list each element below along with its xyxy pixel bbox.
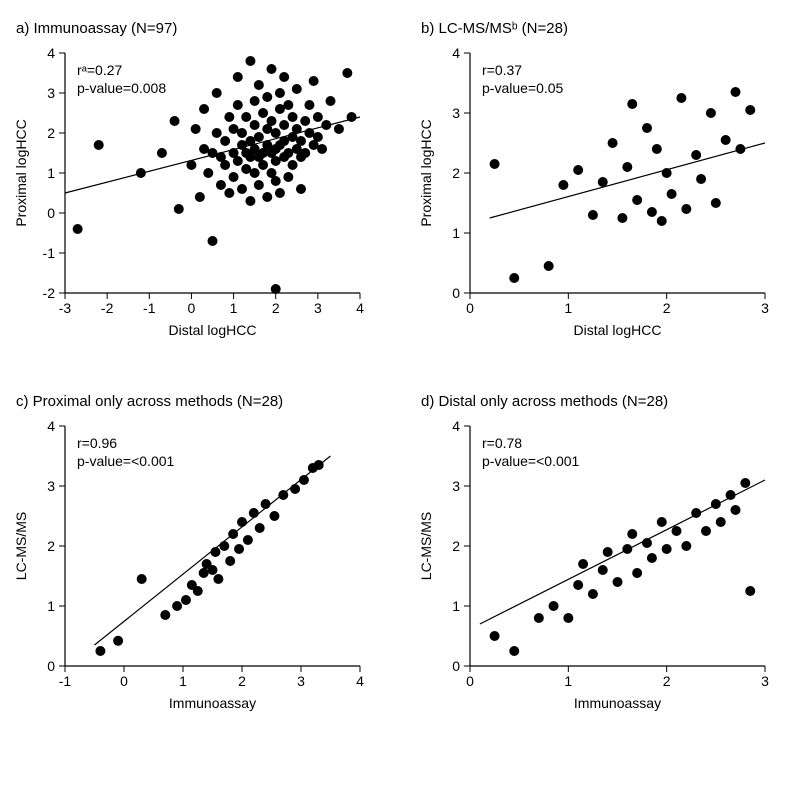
- panel-c-title: c) Proximal only across methods (N=28): [16, 393, 385, 410]
- panel-d-title: d) Distal only across methods (N=28): [421, 393, 790, 410]
- svg-text:3: 3: [47, 85, 55, 101]
- svg-text:1: 1: [47, 165, 55, 181]
- svg-text:rᵃ=0.27: rᵃ=0.27: [77, 62, 123, 78]
- panel-a-chart: -3-2-101234-2-101234Distal logHCCProxima…: [10, 43, 385, 343]
- svg-text:Distal logHCC: Distal logHCC: [574, 322, 662, 338]
- svg-text:p-value=<0.001: p-value=<0.001: [77, 453, 175, 469]
- svg-text:p-value=0.05: p-value=0.05: [482, 80, 564, 96]
- svg-text:2: 2: [663, 673, 671, 689]
- svg-text:4: 4: [452, 418, 460, 434]
- svg-text:p-value=<0.001: p-value=<0.001: [482, 453, 580, 469]
- svg-text:2: 2: [452, 165, 460, 181]
- svg-text:1: 1: [179, 673, 187, 689]
- svg-text:0: 0: [466, 300, 474, 316]
- svg-text:p-value=0.008: p-value=0.008: [77, 80, 166, 96]
- svg-text:3: 3: [47, 478, 55, 494]
- panel-a: a) Immunoassay (N=97) -3-2-101234-2-1012…: [10, 20, 385, 343]
- svg-text:0: 0: [47, 205, 55, 221]
- svg-text:-1: -1: [143, 300, 156, 316]
- panel-d: d) Distal only across methods (N=28) 0 1 2…: [415, 393, 790, 716]
- svg-text:4: 4: [47, 45, 55, 61]
- svg-text:-1: -1: [59, 673, 72, 689]
- svg-text:2: 2: [47, 125, 55, 141]
- svg-text:-3: -3: [59, 300, 72, 316]
- svg-text:LC-MS/MS: LC-MS/MS: [13, 512, 29, 580]
- figure-grid: a) Immunoassay (N=97) -3-2-101234-2-1012…: [10, 20, 790, 716]
- svg-text:-2: -2: [101, 300, 114, 316]
- svg-text:r=0.37: r=0.37: [482, 62, 522, 78]
- panel-d-chart: 0 1 2 3 0 1 2 3 4 Immunoassay LC-MS/MS r=0.78 p-valu…: [415, 416, 790, 716]
- panel-c-svg: -10123401234ImmunoassayLC-MS/MSr=0.96p-v…: [10, 416, 370, 716]
- svg-text:Proximal logHCC: Proximal logHCC: [13, 119, 29, 226]
- svg-text:0: 0: [452, 658, 460, 674]
- svg-text:2: 2: [663, 300, 671, 316]
- svg-text:1: 1: [230, 300, 238, 316]
- panel-d-svg: 0 1 2 3 0 1 2 3 4 Immunoassay LC-MS/MS r=0.78 p-valu…: [415, 416, 775, 716]
- svg-text:Immunoassay: Immunoassay: [169, 695, 256, 711]
- svg-text:-1: -1: [43, 245, 56, 261]
- svg-text:0: 0: [188, 300, 196, 316]
- svg-text:1: 1: [47, 598, 55, 614]
- panel-b-title: b) LC-MS/MSᵇ (N=28): [421, 20, 790, 37]
- svg-text:2: 2: [452, 538, 460, 554]
- panel-c-chart: -10123401234ImmunoassayLC-MS/MSr=0.96p-v…: [10, 416, 385, 716]
- svg-text:Proximal logHCC: Proximal logHCC: [418, 119, 434, 226]
- svg-text:1: 1: [452, 598, 460, 614]
- panel-a-svg: -3-2-101234-2-101234Distal logHCCProxima…: [10, 43, 370, 343]
- panel-b-chart: 0 1 2 3 0 1 2 3 4 Distal logHCC Proximal logHCC r=0…: [415, 43, 790, 343]
- svg-text:1: 1: [564, 300, 572, 316]
- svg-text:3: 3: [761, 300, 769, 316]
- svg-text:3: 3: [314, 300, 322, 316]
- svg-text:4: 4: [356, 300, 364, 316]
- svg-text:2: 2: [272, 300, 280, 316]
- svg-text:3: 3: [452, 105, 460, 121]
- svg-text:Immunoassay: Immunoassay: [574, 695, 661, 711]
- svg-text:0: 0: [466, 673, 474, 689]
- svg-text:LC-MS/MS: LC-MS/MS: [418, 512, 434, 580]
- panel-c: c) Proximal only across methods (N=28) -…: [10, 393, 385, 716]
- svg-text:0: 0: [452, 285, 460, 301]
- svg-text:4: 4: [47, 418, 55, 434]
- svg-text:2: 2: [238, 673, 246, 689]
- svg-text:0: 0: [47, 658, 55, 674]
- panel-b: b) LC-MS/MSᵇ (N=28) 0 1 2 3 0 1 2 3 4 Distal logH…: [415, 20, 790, 343]
- svg-text:r=0.78: r=0.78: [482, 435, 522, 451]
- svg-text:3: 3: [761, 673, 769, 689]
- panel-b-svg: 0 1 2 3 0 1 2 3 4 Distal logHCC Proximal logHCC r=0…: [415, 43, 775, 343]
- svg-text:r=0.96: r=0.96: [77, 435, 117, 451]
- svg-text:4: 4: [356, 673, 364, 689]
- svg-text:3: 3: [452, 478, 460, 494]
- svg-text:0: 0: [120, 673, 128, 689]
- svg-text:3: 3: [297, 673, 305, 689]
- panel-a-title: a) Immunoassay (N=97): [16, 20, 385, 37]
- svg-text:2: 2: [47, 538, 55, 554]
- svg-text:4: 4: [452, 45, 460, 61]
- svg-text:-2: -2: [43, 285, 56, 301]
- svg-text:Distal logHCC: Distal logHCC: [169, 322, 257, 338]
- svg-text:1: 1: [452, 225, 460, 241]
- svg-text:1: 1: [564, 673, 572, 689]
